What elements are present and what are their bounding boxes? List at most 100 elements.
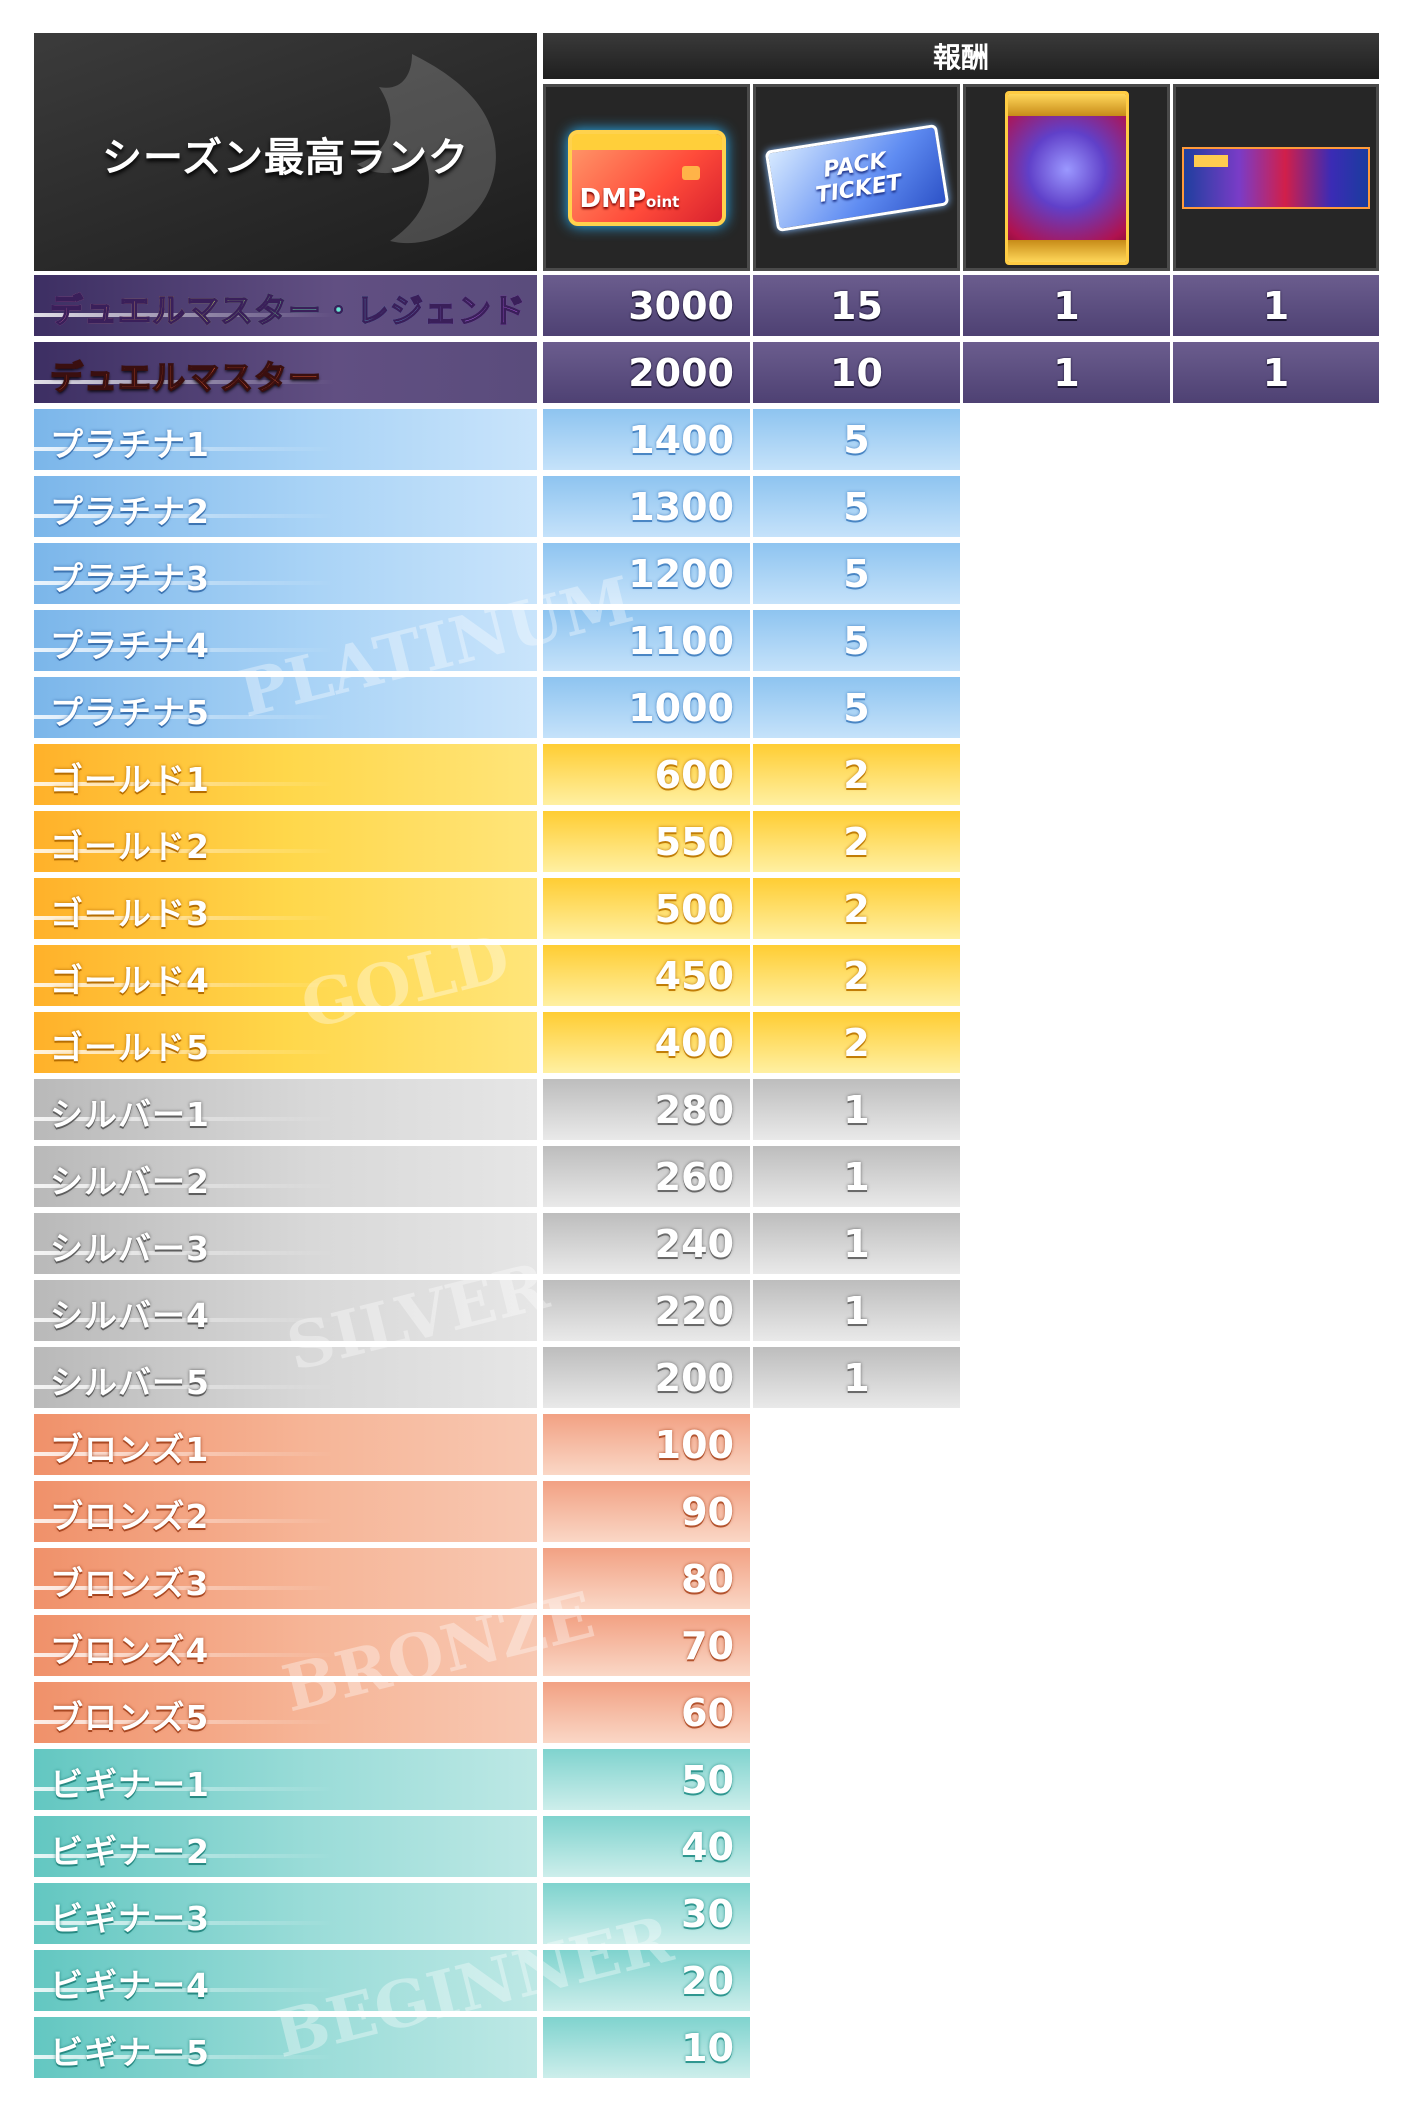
dmpoint-value: 220 bbox=[543, 1280, 750, 1341]
sleeve-header-cell bbox=[963, 84, 1170, 271]
dmpoint-card-icon: DMPoint bbox=[567, 129, 726, 226]
rank-cell: デュエルマスター bbox=[34, 342, 537, 403]
rank-cell: ゴールド5 bbox=[34, 1012, 537, 1073]
rank-cell: ゴールド1 bbox=[34, 744, 537, 805]
rank-cell: プラチナ3 bbox=[34, 543, 537, 604]
rank-name: ゴールド3 bbox=[50, 894, 210, 933]
rank-name: プラチナ1 bbox=[50, 425, 210, 464]
rank-name: プラチナ3 bbox=[50, 559, 210, 598]
dmpoint-value: 1100 bbox=[543, 610, 750, 671]
ticket-value: 2 bbox=[753, 945, 960, 1006]
dragon-emblem-icon bbox=[357, 54, 496, 244]
ticket-value: 5 bbox=[753, 610, 960, 671]
rank-name: プラチナ4 bbox=[50, 626, 210, 665]
rank-name: ゴールド5 bbox=[50, 1028, 210, 1067]
dmpoint-value: 1400 bbox=[543, 409, 750, 470]
rank-name: ビギナー5 bbox=[50, 2033, 210, 2072]
dmpoint-value: 30 bbox=[543, 1883, 750, 1944]
dmpoint-value: 3000 bbox=[543, 275, 750, 336]
reward-header: 報酬 bbox=[543, 33, 1379, 79]
dmpoint-value: 100 bbox=[543, 1414, 750, 1475]
playmat-value: 1 bbox=[1173, 275, 1379, 336]
ticket-value: 10 bbox=[753, 342, 960, 403]
ticket-value: 2 bbox=[753, 878, 960, 939]
rank-cell: ゴールド3 bbox=[34, 878, 537, 939]
rank-name: ゴールド4 bbox=[50, 961, 210, 1000]
rank-name: シルバー5 bbox=[50, 1363, 210, 1402]
rank-name: シルバー2 bbox=[50, 1162, 210, 1201]
rank-cell: ビギナー1 bbox=[34, 1749, 537, 1810]
ticket-value: 15 bbox=[753, 275, 960, 336]
ticket-value: 2 bbox=[753, 744, 960, 805]
dmpoint-value: 20 bbox=[543, 1950, 750, 2011]
rank-name: プラチナ2 bbox=[50, 492, 210, 531]
ticket-value: 1 bbox=[753, 1213, 960, 1274]
ticket-value: 1 bbox=[753, 1146, 960, 1207]
dmpoint-value: 90 bbox=[543, 1481, 750, 1542]
dmpoint-value: 70 bbox=[543, 1615, 750, 1676]
dmpoint-value: 40 bbox=[543, 1816, 750, 1877]
dmpoint-value: 280 bbox=[543, 1079, 750, 1140]
playmat-icon bbox=[1182, 146, 1370, 209]
rank-cell: ブロンズ1 bbox=[34, 1414, 537, 1475]
rank-cell: プラチナ2 bbox=[34, 476, 537, 537]
rank-cell: シルバー5 bbox=[34, 1347, 537, 1408]
rank-column-header: シーズン最高ランク bbox=[34, 33, 537, 271]
rank-cell: ビギナー4 bbox=[34, 1950, 537, 2011]
rank-cell: シルバー1 bbox=[34, 1079, 537, 1140]
rank-name: ゴールド1 bbox=[50, 760, 210, 799]
rank-cell: ブロンズ5 bbox=[34, 1682, 537, 1743]
rank-name: ブロンズ1 bbox=[50, 1430, 210, 1469]
rank-name: シルバー4 bbox=[50, 1296, 210, 1335]
dmpoint-value: 80 bbox=[543, 1548, 750, 1609]
dmpoint-value: 10 bbox=[543, 2017, 750, 2078]
rank-cell: ブロンズ2 bbox=[34, 1481, 537, 1542]
rank-name: ブロンズ2 bbox=[50, 1497, 210, 1536]
ticket-value: 1 bbox=[753, 1079, 960, 1140]
rank-cell: ブロンズ3 bbox=[34, 1548, 537, 1609]
rank-name: プラチナ5 bbox=[50, 693, 210, 732]
ticket-value: 5 bbox=[753, 543, 960, 604]
rank-name: ビギナー2 bbox=[50, 1832, 210, 1871]
dmpoint-value: 550 bbox=[543, 811, 750, 872]
dmpoint-value: 450 bbox=[543, 945, 750, 1006]
dmpoint-value: 200 bbox=[543, 1347, 750, 1408]
ticket-value: 2 bbox=[753, 1012, 960, 1073]
pack-ticket-header-cell: PACK TICKET bbox=[753, 84, 960, 271]
rank-cell: プラチナ5 bbox=[34, 677, 537, 738]
rank-cell: ビギナー2 bbox=[34, 1816, 537, 1877]
ticket-value: 5 bbox=[753, 409, 960, 470]
rank-column-title: シーズン最高ランク bbox=[102, 135, 469, 181]
ticket-value: 1 bbox=[753, 1347, 960, 1408]
rank-name: ビギナー4 bbox=[50, 1966, 210, 2005]
pack-ticket-icon: PACK TICKET bbox=[764, 123, 949, 232]
dmpoint-value: 400 bbox=[543, 1012, 750, 1073]
dmpoint-value: 1200 bbox=[543, 543, 750, 604]
rank-cell: ブロンズ4 bbox=[34, 1615, 537, 1676]
dmpoint-value: 1000 bbox=[543, 677, 750, 738]
dmpoint-value: 500 bbox=[543, 878, 750, 939]
dmpoint-value: 60 bbox=[543, 1682, 750, 1743]
rank-name: ビギナー1 bbox=[50, 1765, 210, 1804]
rank-name: ビギナー3 bbox=[50, 1899, 210, 1938]
ticket-value: 2 bbox=[753, 811, 960, 872]
rank-cell: シルバー4 bbox=[34, 1280, 537, 1341]
rank-name: ブロンズ4 bbox=[50, 1631, 210, 1670]
rank-name: デュエルマスター bbox=[49, 357, 322, 398]
rank-cell: ゴールド4 bbox=[34, 945, 537, 1006]
dmpoint-value: 600 bbox=[543, 744, 750, 805]
rank-name: デュエルマスター・レジェンド bbox=[49, 284, 526, 332]
rank-cell: ビギナー5 bbox=[34, 2017, 537, 2078]
playmat-header-cell bbox=[1173, 84, 1379, 271]
dmpoint-value: 1300 bbox=[543, 476, 750, 537]
rank-name: ゴールド2 bbox=[50, 827, 210, 866]
rank-cell: シルバー3 bbox=[34, 1213, 537, 1274]
playmat-value: 1 bbox=[1173, 342, 1379, 403]
rank-name: ブロンズ5 bbox=[50, 1698, 210, 1737]
rank-cell: シルバー2 bbox=[34, 1146, 537, 1207]
rank-cell: ビギナー3 bbox=[34, 1883, 537, 1944]
sleeve-value: 1 bbox=[963, 275, 1170, 336]
rank-cell: デュエルマスター・レジェンド bbox=[34, 275, 537, 336]
rank-cell: プラチナ1 bbox=[34, 409, 537, 470]
dmpoint-value: 50 bbox=[543, 1749, 750, 1810]
